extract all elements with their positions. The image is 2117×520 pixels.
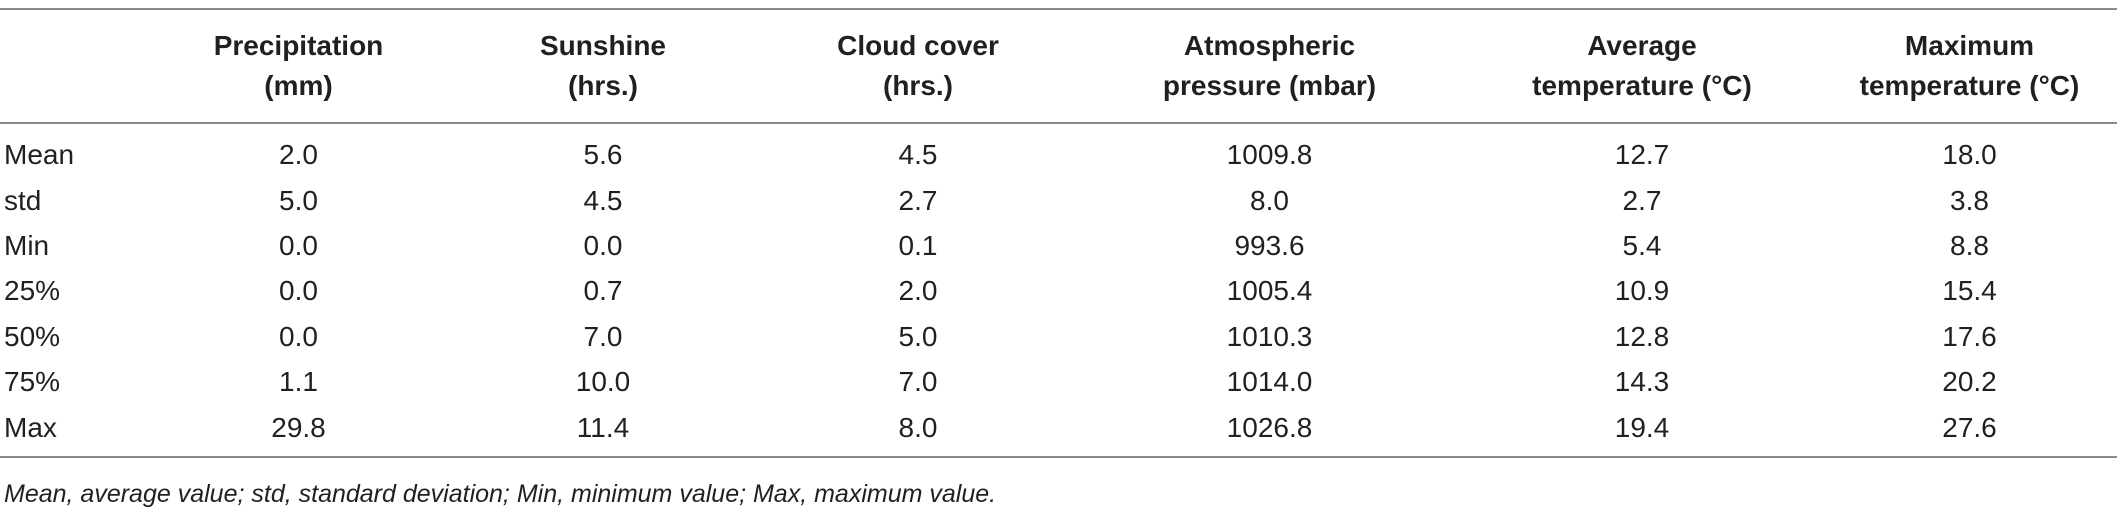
table-cell: 4.5	[898, 139, 938, 171]
table-cell: 1014.0	[1226, 366, 1313, 398]
table-row: 75% 1.1 10.0 7.0 1014.0 14.3 20.2	[0, 359, 2117, 404]
header-line: Cloud cover	[837, 30, 999, 61]
header-cell-average-temperature: Average temperature (°C)	[1462, 9, 1822, 123]
table-cell: 0.7	[583, 275, 623, 307]
table-cell: 1005.4	[1226, 275, 1313, 307]
table-row: 50% 0.0 7.0 5.0 1010.3 12.8 17.6	[0, 314, 2117, 359]
table-cell: 1009.8	[1226, 139, 1313, 171]
table-cell: 8.8	[1950, 229, 1989, 261]
header-cell-cloud-cover: Cloud cover (hrs.)	[759, 9, 1077, 123]
table-cell: 17.6	[1942, 320, 1997, 352]
header-cell-stub	[0, 9, 150, 123]
header-cell-atmospheric-pressure: Atmospheric pressure (mbar)	[1077, 9, 1462, 123]
table-cell: 10.9	[1614, 275, 1670, 307]
header-cell-maximum-temperature: Maximum temperature (°C)	[1822, 9, 2117, 123]
header-line: Atmospheric	[1183, 30, 1356, 61]
table-cell: 12.8	[1614, 320, 1670, 352]
table-cell: 7.0	[898, 366, 938, 398]
row-label: Mean	[4, 139, 75, 171]
table-cell: 27.6	[1822, 404, 2117, 458]
row-label: 75%	[4, 366, 61, 398]
header-line: Maximum	[1904, 30, 2035, 61]
row-label: Max	[0, 404, 150, 458]
table-cell: 1026.8	[1077, 404, 1462, 458]
table-cell: 0.0	[279, 320, 318, 352]
table-cell: 14.3	[1614, 366, 1670, 398]
header-cell-precipitation: Precipitation (mm)	[150, 9, 447, 123]
row-label: Min	[4, 229, 50, 261]
row-label: 50%	[4, 320, 61, 352]
table-cell: 10.0	[575, 366, 631, 398]
table-cell: 0.0	[279, 275, 318, 307]
table-cell: 12.7	[1614, 139, 1670, 171]
header-line: temperature (°C)	[1859, 70, 2080, 101]
table-row: Min 0.0 0.0 0.1 993.6 5.4 8.8	[0, 223, 2117, 268]
table-cell: 3.8	[1950, 184, 1989, 216]
header-line: (hrs.)	[568, 70, 638, 101]
table-cell: 15.4	[1942, 275, 1997, 307]
table-cell: 5.6	[583, 139, 623, 171]
table-cell: 2.0	[898, 275, 938, 307]
table-cell: 0.0	[279, 229, 318, 261]
row-label: 25%	[4, 275, 61, 307]
row-label: std	[4, 184, 42, 216]
table-row: 25% 0.0 0.7 2.0 1005.4 10.9 15.4	[0, 268, 2117, 313]
table-body: Mean 2.0 5.6 4.5 1009.8 12.7 18.0 std 5.…	[0, 123, 2117, 458]
table-cell: 0.1	[898, 229, 938, 261]
table-cell: 4.5	[583, 184, 623, 216]
header-row: Precipitation (mm) Sunshine (hrs.) Cloud…	[0, 9, 2117, 123]
table-row: std 5.0 4.5 2.7 8.0 2.7 3.8	[0, 177, 2117, 222]
table-cell: 19.4	[1462, 404, 1822, 458]
table-cell: 993.6	[1234, 229, 1305, 261]
table-cell: 5.0	[898, 320, 938, 352]
table-row: Mean 2.0 5.6 4.5 1009.8 12.7 18.0	[0, 123, 2117, 177]
header-line: (hrs.)	[883, 70, 953, 101]
header-line: temperature (°C)	[1532, 70, 1752, 101]
table-cell: 29.8	[150, 404, 447, 458]
header-line: Sunshine	[539, 30, 666, 61]
table-cell: 11.4	[447, 404, 759, 458]
header-cell-sunshine: Sunshine (hrs.)	[447, 9, 759, 123]
header-line: Precipitation	[213, 30, 384, 61]
header-line: (mm)	[264, 70, 333, 101]
table-footnote: Mean, average value; std, standard devia…	[4, 480, 997, 508]
table-cell: 20.2	[1942, 366, 1997, 398]
table-cell: 1010.3	[1226, 320, 1313, 352]
table-cell: 18.0	[1942, 139, 1997, 171]
header-line: pressure (mbar)	[1162, 70, 1377, 101]
table-cell: 2.0	[279, 139, 318, 171]
table-cell: 2.7	[1622, 184, 1662, 216]
table-cell: 5.4	[1622, 229, 1662, 261]
table-cell: 2.7	[898, 184, 938, 216]
table-cell: 1.1	[279, 366, 318, 398]
header-line: Average	[1587, 30, 1697, 61]
table-cell: 8.0	[759, 404, 1077, 458]
table-header: Precipitation (mm) Sunshine (hrs.) Cloud…	[0, 9, 2117, 123]
table-cell: 8.0	[1250, 184, 1289, 216]
table-cell: 7.0	[583, 320, 623, 352]
table-cell: 5.0	[279, 184, 318, 216]
table-cell: 0.0	[583, 229, 623, 261]
table-row: Max 29.8 11.4 8.0 1026.8 19.4 27.6	[0, 404, 2117, 458]
weather-statistics-table: Precipitation (mm) Sunshine (hrs.) Cloud…	[0, 8, 2117, 458]
